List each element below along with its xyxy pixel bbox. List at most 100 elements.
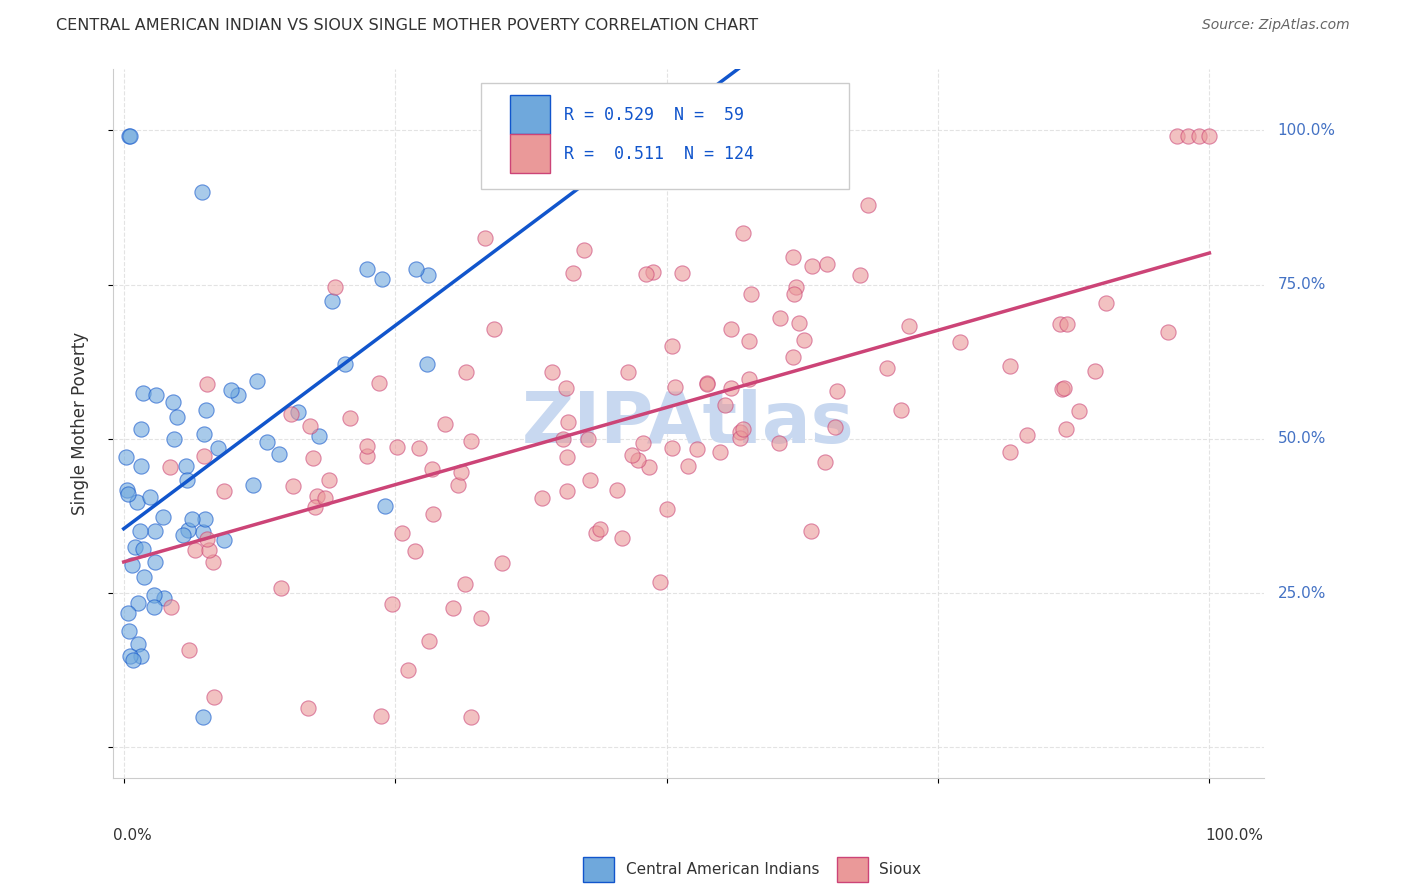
Point	[333, 357, 356, 371]
Point	[1049, 318, 1071, 332]
Point	[280, 407, 302, 421]
Point	[163, 432, 186, 446]
Point	[606, 483, 628, 498]
Point	[143, 524, 166, 538]
Point	[202, 555, 225, 569]
Point	[212, 483, 235, 498]
Point	[766, 154, 789, 169]
Point	[299, 419, 322, 434]
Point	[287, 405, 309, 419]
Point	[127, 596, 149, 610]
Point	[849, 268, 872, 282]
Point	[1015, 428, 1038, 442]
Point	[118, 648, 141, 663]
Point	[242, 478, 264, 492]
Point	[738, 334, 761, 348]
Point	[555, 483, 578, 498]
Point	[418, 634, 440, 648]
Point	[308, 429, 330, 443]
Point	[381, 597, 404, 611]
Point	[183, 543, 205, 558]
Point	[474, 231, 496, 245]
Point	[129, 649, 152, 664]
Point	[356, 261, 378, 276]
Point	[787, 316, 810, 330]
Point	[568, 129, 591, 144]
Point	[814, 455, 837, 469]
Point	[740, 286, 762, 301]
Point	[256, 435, 278, 450]
Point	[198, 543, 221, 558]
Point	[482, 321, 505, 335]
Point	[561, 267, 583, 281]
Point	[782, 351, 804, 365]
Point	[696, 376, 718, 391]
Point	[1056, 318, 1078, 332]
Text: 75.0%: 75.0%	[1278, 277, 1326, 292]
Point	[391, 526, 413, 541]
Point	[190, 185, 212, 199]
Bar	[510, 134, 550, 173]
Point	[416, 357, 439, 371]
Point	[825, 384, 848, 398]
Point	[637, 459, 659, 474]
Point	[612, 129, 634, 144]
Point	[420, 462, 443, 476]
Point	[782, 250, 804, 264]
Point	[118, 129, 141, 144]
Point	[713, 398, 735, 412]
Point	[664, 380, 686, 394]
Point	[302, 450, 325, 465]
Point	[193, 450, 215, 464]
Text: 25.0%: 25.0%	[1278, 585, 1326, 600]
Text: 100.0%: 100.0%	[1278, 123, 1336, 137]
Point	[129, 524, 152, 538]
Point	[138, 490, 160, 504]
Point	[270, 581, 292, 595]
Point	[648, 574, 671, 589]
Point	[1053, 381, 1076, 395]
Point	[127, 637, 149, 651]
Point	[531, 491, 554, 506]
Point	[627, 453, 650, 467]
Point	[1157, 326, 1180, 340]
Point	[246, 374, 269, 388]
Point	[339, 411, 361, 425]
Text: R = 0.529  N =  59: R = 0.529 N = 59	[564, 105, 744, 124]
Point	[655, 501, 678, 516]
Point	[318, 474, 340, 488]
Point	[686, 442, 709, 457]
Point	[949, 334, 972, 349]
Point	[177, 523, 200, 537]
Point	[541, 365, 564, 379]
Text: Source: ZipAtlas.com: Source: ZipAtlas.com	[1202, 18, 1350, 32]
Point	[447, 477, 470, 491]
Point	[1054, 421, 1077, 435]
Point	[456, 365, 478, 379]
Point	[1166, 129, 1188, 144]
Point	[585, 525, 607, 540]
Text: 50.0%: 50.0%	[1278, 432, 1326, 446]
Point	[1084, 364, 1107, 378]
Point	[783, 287, 806, 301]
Point	[676, 459, 699, 474]
Point	[132, 386, 155, 401]
Point	[768, 436, 790, 450]
Point	[422, 507, 444, 521]
Point	[738, 371, 761, 385]
Point	[1069, 404, 1091, 418]
Point	[876, 361, 898, 376]
Point	[554, 380, 576, 394]
Point	[191, 524, 214, 539]
Point	[153, 591, 176, 605]
Point	[281, 479, 304, 493]
Point	[117, 487, 139, 501]
Point	[118, 624, 141, 638]
Point	[194, 511, 217, 525]
Point	[661, 441, 683, 455]
Point	[371, 272, 394, 286]
Point	[396, 663, 419, 677]
Point	[491, 556, 513, 570]
Point	[858, 198, 880, 212]
Point	[709, 444, 731, 458]
